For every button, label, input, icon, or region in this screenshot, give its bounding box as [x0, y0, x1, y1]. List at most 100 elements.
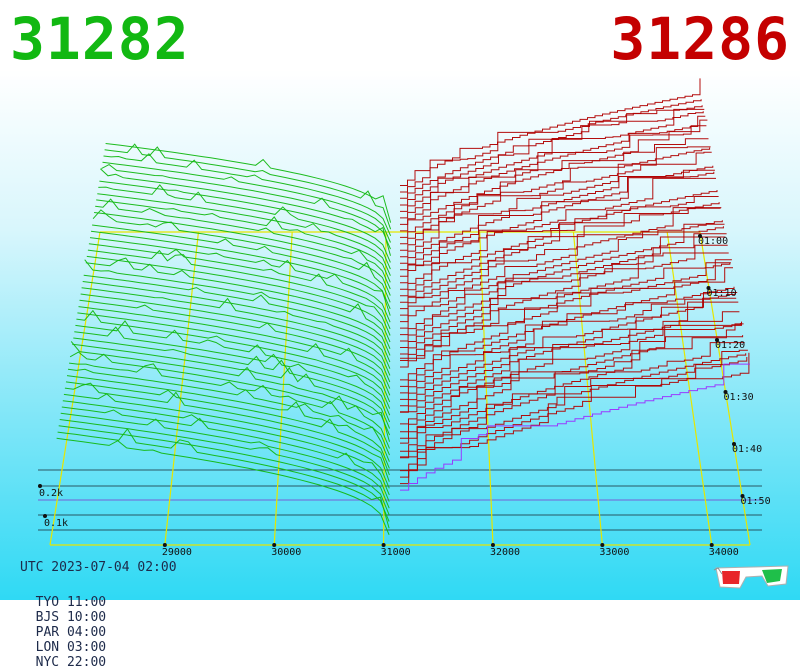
utc-timestamp: UTC 2023-07-04 02:00 — [20, 560, 177, 575]
ask-depth-line — [400, 207, 721, 310]
ask-depth-line — [400, 171, 715, 271]
price-tick-label: 29000 — [162, 547, 192, 558]
bid-depth-line — [65, 381, 390, 476]
bid-depth-line — [63, 393, 390, 489]
ask-depth-line — [400, 244, 728, 355]
chart-grid — [49, 231, 751, 546]
bid-depth-line — [98, 184, 391, 270]
ask-depth-line — [400, 207, 722, 316]
tick-marker — [740, 494, 745, 498]
tick-marker — [706, 286, 711, 290]
ask-depth-line — [400, 202, 720, 303]
ask-depth-curves — [400, 78, 750, 491]
bid-depth-line — [101, 164, 391, 250]
bid-depth-line — [88, 243, 391, 330]
tick-marker — [381, 543, 386, 547]
bid-depth-line — [102, 161, 391, 243]
bid-depth-line — [105, 143, 392, 223]
bid-price: 31282 — [10, 5, 190, 73]
ask-depth-line — [400, 151, 712, 258]
bid-depth-curves — [56, 143, 392, 535]
ask-depth-line — [400, 301, 739, 413]
ask-depth-line — [400, 147, 711, 245]
bid-depth-line — [69, 351, 390, 449]
tick-marker — [38, 484, 42, 488]
ask-depth-line — [400, 311, 740, 425]
bid-depth-line — [90, 230, 391, 316]
ask-depth-line — [400, 111, 704, 206]
time-tick-label: 01:30 — [724, 392, 754, 403]
time-tick-label: 01:50 — [741, 496, 771, 507]
tick-marker — [715, 338, 719, 342]
clock-london: LON 03:00 — [35, 640, 107, 655]
ask-depth-line — [400, 119, 708, 232]
tick-marker — [272, 543, 277, 547]
price-tick-label: 34000 — [709, 547, 739, 558]
volume-tick-label: 0.2k — [39, 488, 63, 499]
tick-marker — [732, 442, 736, 446]
tick-marker — [162, 543, 167, 547]
bid-depth-line — [57, 428, 390, 529]
ask-depth-line — [400, 292, 736, 400]
bid-depth-line — [94, 212, 391, 296]
bid-depth-line — [80, 293, 391, 383]
clock-new-york: NYC 22:00 — [35, 655, 107, 670]
ask-depth-line — [400, 223, 725, 336]
ask-depth-line — [400, 252, 729, 361]
bid-depth-line — [73, 337, 391, 429]
bid-depth-line — [58, 425, 390, 522]
ask-depth-line — [400, 190, 718, 290]
bid-depth-line — [64, 382, 390, 482]
bid-depth-line — [61, 406, 390, 502]
tick-marker — [490, 543, 495, 547]
ask-depth-line — [400, 267, 733, 387]
bid-depth-line — [84, 259, 391, 356]
clock-beijing: BJS 10:00 — [35, 610, 107, 625]
bid-depth-line — [83, 274, 391, 363]
price-tick-label: 31000 — [381, 547, 411, 558]
ask-depth-line — [400, 357, 748, 472]
ask-price: 31286 — [610, 5, 790, 73]
bid-depth-line — [60, 412, 390, 509]
tick-marker — [43, 514, 47, 518]
grid-right-edge — [699, 231, 751, 546]
bid-depth-line — [100, 168, 391, 256]
bid-depth-line — [92, 209, 391, 303]
bid-depth-line — [70, 341, 390, 442]
bid-depth-line — [86, 255, 391, 343]
ask-depth-line — [400, 177, 716, 284]
price-tick-label: 32000 — [490, 547, 520, 558]
ask-depth-line — [400, 125, 707, 225]
bid-depth-line — [66, 375, 390, 469]
clock-tokyo: TYO 11:00 — [35, 595, 107, 610]
ask-depth-line — [400, 108, 705, 212]
bid-depth-line — [78, 306, 391, 396]
ask-depth-line — [400, 165, 714, 264]
tick-marker — [723, 390, 728, 394]
volume-tick-label: 0.1k — [44, 518, 68, 529]
ask-depth-line — [400, 323, 744, 452]
ask-depth-line — [400, 115, 706, 219]
price-tick-label: 33000 — [599, 547, 629, 558]
ask-depth-line — [400, 146, 711, 251]
bid-depth-line — [79, 299, 391, 389]
clock-paris: PAR 04:00 — [35, 625, 107, 640]
tick-marker — [709, 543, 714, 547]
bid-depth-line — [85, 257, 391, 349]
bid-depth-line — [96, 199, 391, 283]
3d-glasses-icon[interactable] — [712, 560, 792, 592]
bid-depth-line — [87, 249, 391, 336]
price-grid-line — [164, 231, 200, 546]
time-tick-label: 01:00 — [698, 236, 728, 247]
ask-depth-line — [400, 196, 719, 297]
ask-depth-line — [400, 233, 727, 348]
time-tick-label: 01:10 — [707, 288, 737, 299]
ask-depth-line — [400, 342, 745, 459]
bid-depth-line — [67, 368, 390, 462]
bid-depth-line — [97, 193, 391, 276]
price-grid-line — [273, 231, 293, 546]
ask-depth-line — [400, 292, 738, 413]
bid-depth-line — [103, 153, 392, 237]
ask-depth-line — [400, 286, 735, 394]
bid-depth-line — [99, 180, 391, 263]
